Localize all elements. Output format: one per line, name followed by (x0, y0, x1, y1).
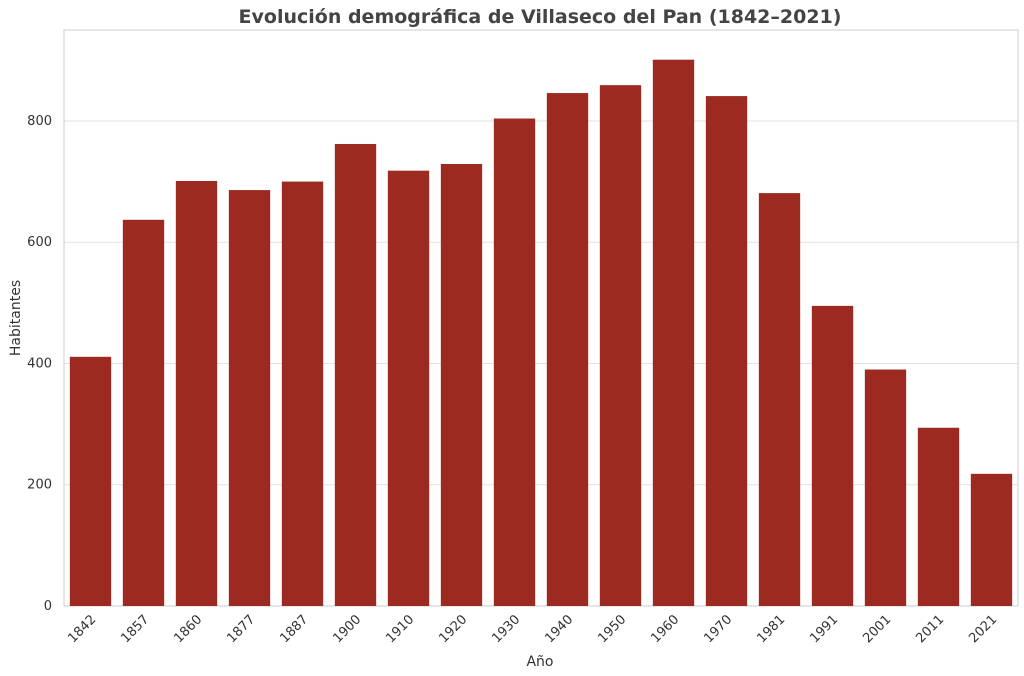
gridlines (64, 120, 1018, 486)
plot-frame (63, 29, 1019, 607)
x-tick-label: 1900 (330, 612, 364, 646)
bar-2001 (864, 369, 907, 606)
bar-1920 (440, 163, 483, 606)
x-tick-label: 1842 (65, 612, 99, 646)
x-tick-label: 1930 (489, 612, 523, 646)
x-axis-ticks: 1842 1857 1860 1877 1887 1900 1910 1920 1930 1940… (65, 612, 1000, 646)
bar-1940 (546, 93, 589, 607)
y-axis-label: Habitantes (8, 280, 24, 356)
x-tick-label: 2001 (860, 612, 894, 646)
y-tick-label: 600 (27, 235, 52, 250)
bar-1877 (228, 190, 271, 606)
bar-1900 (334, 143, 377, 606)
x-tick-label: 1970 (701, 612, 735, 646)
x-axis-label: Año (526, 654, 553, 670)
bar-1950 (599, 85, 642, 606)
bar-1930 (493, 118, 536, 607)
bar-1970 (705, 96, 748, 606)
y-tick-label: 400 (27, 356, 52, 371)
bar-1960 (652, 59, 695, 606)
x-tick-label: 1950 (595, 612, 629, 646)
x-tick-label: 1981 (754, 612, 788, 646)
chart-title: Evolución demográfica de Villaseco del P… (239, 6, 842, 28)
bar-2011 (917, 427, 960, 606)
y-tick-label: 800 (27, 114, 52, 129)
bar-1887 (281, 181, 324, 606)
x-tick-label: 2021 (966, 612, 1000, 646)
bar-1857 (122, 219, 165, 606)
x-tick-label: 1991 (807, 612, 841, 646)
bar-1991 (811, 305, 854, 606)
x-tick-label: 1860 (171, 612, 205, 646)
x-tick-label: 2011 (913, 612, 947, 646)
y-tick-label: 0 (44, 599, 52, 614)
x-tick-label: 1887 (277, 612, 311, 646)
y-tick-label: 200 (27, 478, 52, 493)
x-tick-label: 1857 (118, 612, 152, 646)
bar-1910 (387, 170, 430, 606)
bar-1842 (69, 356, 112, 606)
bar-1981 (758, 193, 801, 607)
x-tick-label: 1877 (224, 612, 258, 646)
x-tick-label: 1940 (542, 612, 576, 646)
x-tick-label: 1920 (436, 612, 470, 646)
x-tick-label: 1960 (648, 612, 682, 646)
bars (69, 59, 1013, 607)
bar-1860 (175, 180, 218, 606)
y-axis-ticks: 0 200 400 600 800 (27, 114, 52, 614)
bar-2021 (970, 473, 1013, 606)
x-tick-label: 1910 (383, 612, 417, 646)
